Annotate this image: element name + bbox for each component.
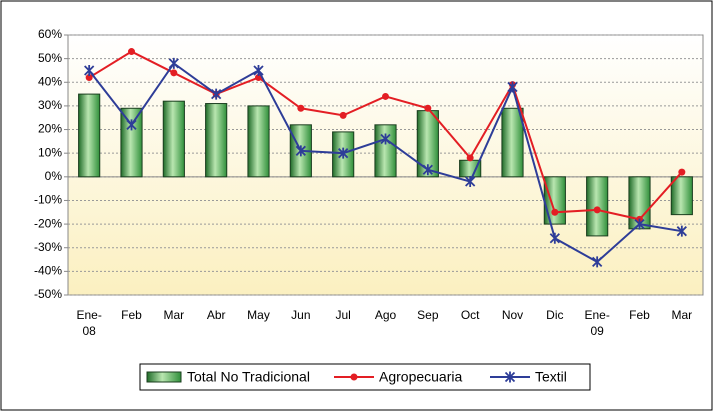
x-tick-label: Ago	[374, 308, 397, 322]
line-point	[593, 206, 601, 214]
x-tick-label: Feb	[629, 308, 650, 322]
legend-label: Textil	[535, 369, 567, 385]
marker-shape	[84, 64, 95, 76]
legend-marker-shape	[350, 373, 358, 381]
line-point	[634, 218, 645, 230]
marker-shape	[634, 218, 645, 230]
y-tick-label: -40%	[34, 264, 62, 278]
x-tick-label: Ene- 08	[76, 308, 102, 338]
legend-marker	[504, 371, 516, 383]
marker-shape	[592, 256, 603, 268]
bar	[586, 176, 609, 237]
line-point	[380, 133, 391, 145]
x-tick-label: Sep	[417, 308, 439, 322]
marker-shape	[507, 81, 518, 93]
y-tick-label: 10%	[38, 145, 62, 159]
line-point	[678, 168, 686, 176]
x-tick-label: Oct	[460, 308, 480, 322]
x-tick-label: Feb	[121, 308, 142, 322]
legend-label: Total No Tradicional	[187, 369, 310, 385]
line-point	[84, 64, 95, 76]
line-point	[382, 92, 389, 100]
y-tick-label: 40%	[38, 74, 62, 88]
legend-marker	[350, 373, 358, 381]
x-tick-label: Abr	[206, 308, 226, 322]
bar	[501, 107, 524, 178]
line-point	[549, 232, 560, 244]
y-tick-label: 20%	[38, 122, 62, 136]
x-tick-label: May	[247, 308, 270, 322]
line-point	[85, 74, 93, 82]
bar	[247, 105, 270, 178]
marker-shape	[295, 145, 306, 157]
marker-shape	[465, 176, 476, 188]
line-point	[465, 176, 476, 188]
legend-marker-shape	[504, 371, 516, 383]
line-point	[168, 57, 179, 69]
line-point	[211, 88, 222, 100]
marker-shape	[422, 164, 433, 176]
line-point	[466, 154, 474, 162]
x-tick-label: Mar	[671, 308, 693, 322]
y-tick-label: 50%	[38, 51, 62, 65]
line-point	[126, 119, 137, 131]
line-point	[551, 208, 559, 216]
line-point	[424, 104, 432, 112]
x-tick-label: Jul	[335, 308, 351, 322]
x-tick-label: Ene- 09	[584, 308, 610, 338]
bar	[374, 124, 397, 178]
marker-shape	[549, 232, 560, 244]
y-tick-label: -50%	[34, 287, 62, 301]
x-tick-label: Jun	[291, 308, 311, 322]
line-point	[128, 48, 135, 56]
line-point	[338, 147, 349, 159]
bar	[120, 107, 143, 178]
x-tick-label: Dic	[546, 308, 564, 322]
line-point	[339, 111, 347, 119]
bar	[78, 93, 101, 178]
y-tick-label: -10%	[34, 193, 62, 207]
line-point	[297, 104, 305, 112]
line-point	[295, 145, 306, 157]
bar	[543, 176, 566, 225]
line-point	[170, 69, 178, 77]
marker-shape	[338, 147, 349, 159]
legend-label: Agropecuaria	[379, 369, 462, 385]
bar	[670, 176, 693, 216]
marker-shape	[676, 225, 687, 237]
marker-shape	[168, 57, 179, 69]
x-tick-label: Nov	[501, 308, 524, 322]
y-tick-label: -20%	[34, 216, 62, 230]
line-point	[507, 81, 518, 93]
marker-shape	[380, 133, 391, 145]
line-point	[676, 225, 687, 237]
line-point	[592, 256, 603, 268]
marker-shape	[211, 88, 222, 100]
legend-swatch	[146, 371, 182, 383]
y-tick-label: 30%	[38, 98, 62, 112]
y-tick-label: -30%	[34, 240, 62, 254]
y-tick-label: 0%	[45, 169, 63, 183]
bar	[162, 100, 185, 178]
marker-shape	[126, 119, 137, 131]
line-point	[422, 164, 433, 176]
x-tick-label: Mar	[163, 308, 185, 322]
marker-shape	[253, 64, 264, 76]
y-tick-label: 60%	[38, 27, 62, 41]
line-point	[253, 64, 264, 76]
bar	[205, 103, 228, 178]
